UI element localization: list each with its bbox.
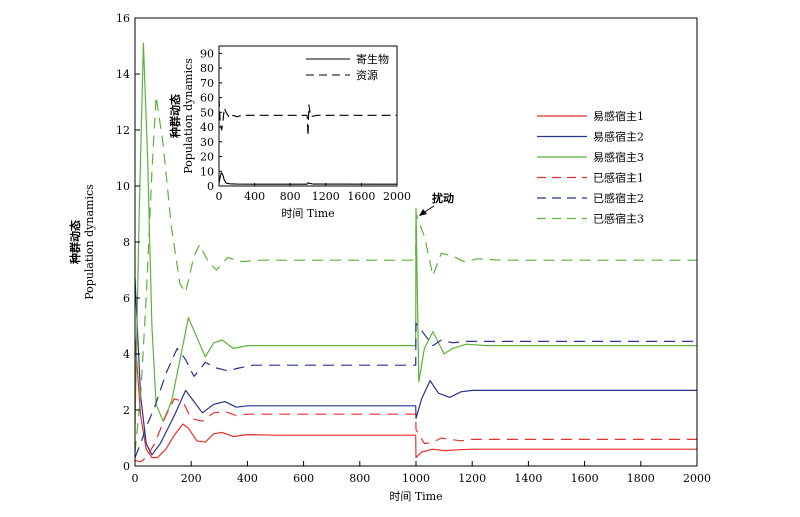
main-x-tick-label-8: 1600 bbox=[571, 472, 599, 485]
inset-x-tick-label-2: 800 bbox=[280, 190, 301, 203]
inset-y-tick-label-4: 40 bbox=[200, 121, 214, 134]
main-x-tick-label-5: 1000 bbox=[402, 472, 430, 485]
main-series-line-2 bbox=[134, 42, 697, 425]
main-x-tick-label-7: 1400 bbox=[514, 472, 542, 485]
inset-y-tick-label-0: 0 bbox=[207, 180, 214, 193]
main-x-tick-label-9: 1800 bbox=[627, 472, 655, 485]
main-y-axis: 0 2 4 6 8 10 12 14 16 bbox=[116, 12, 140, 473]
main-y-tick-label-1: 2 bbox=[123, 404, 130, 417]
main-x-tick-label-10: 2000 bbox=[683, 472, 711, 485]
main-chart: 0 200 400 600 800 1000 1200 1400 1600 1800 2000 02… bbox=[68, 12, 711, 503]
main-x-axis-label: 时间 Time bbox=[389, 490, 442, 503]
main-x-tick-label-4: 800 bbox=[349, 472, 370, 485]
main-y-tick-label-8: 16 bbox=[116, 12, 130, 25]
inset-x-tick-label-3: 1200 bbox=[312, 190, 340, 203]
inset-y-tick-label-5: 50 bbox=[200, 106, 214, 119]
main-series-line-5 bbox=[134, 95, 697, 453]
main-series-line-0 bbox=[134, 337, 697, 459]
inset-y-tick-label-7: 70 bbox=[200, 77, 214, 90]
main-x-tick-label-1: 200 bbox=[181, 472, 202, 485]
inset-y-tick-label-6: 60 bbox=[200, 92, 214, 105]
inset-legend-label-0: 寄生物 bbox=[356, 52, 389, 66]
inset-x-tick-label-1: 400 bbox=[244, 190, 265, 203]
main-legend-label-1: 易感宿主2 bbox=[593, 130, 644, 144]
main-series-group bbox=[134, 42, 697, 463]
main-legend-label-2: 易感宿主3 bbox=[593, 150, 644, 164]
inset-series-line-0 bbox=[218, 172, 398, 185]
main-x-tick-label-0: 0 bbox=[132, 472, 139, 485]
main-y-tick-label-3: 6 bbox=[123, 292, 130, 305]
main-y-tick-label-6: 12 bbox=[116, 124, 130, 137]
inset-y-axis-label-cn: 种群动态 bbox=[168, 94, 182, 139]
inset-y-axis-label-en: Population dynamics bbox=[182, 58, 195, 174]
inset-y-tick-label-3: 30 bbox=[200, 136, 214, 149]
main-legend-label-3: 已感宿主1 bbox=[593, 171, 644, 185]
disturbance-label: 扰动 bbox=[432, 191, 454, 205]
main-x-axis: 0 200 400 600 800 1000 1200 1400 1600 1800 2000 bbox=[132, 461, 711, 485]
main-y-axis-label-en: Population dynamics bbox=[83, 184, 96, 300]
inset-y-tick-label-9: 90 bbox=[200, 47, 214, 60]
inset-y-tick-label-1: 10 bbox=[200, 165, 214, 178]
main-x-tick-label-2: 400 bbox=[237, 472, 258, 485]
inset-plot-frame bbox=[218, 45, 398, 187]
main-y-tick-label-7: 14 bbox=[116, 68, 130, 81]
inset-x-axis-label: 时间 Time bbox=[281, 207, 334, 220]
main-x-tick-label-3: 600 bbox=[293, 472, 314, 485]
inset-x-tick-label-4: 1600 bbox=[347, 190, 375, 203]
main-y-tick-label-4: 8 bbox=[123, 236, 130, 249]
inset-background bbox=[219, 46, 397, 186]
main-y-axis-label-cn: 种群动态 bbox=[68, 220, 82, 265]
main-y-tick-label-5: 10 bbox=[116, 180, 130, 193]
inset-legend-label-1: 资源 bbox=[356, 68, 378, 82]
inset-series-line-1 bbox=[218, 97, 397, 137]
main-legend-label-0: 易感宿主1 bbox=[593, 109, 644, 123]
inset-x-tick-label-0: 0 bbox=[216, 190, 223, 203]
inset-y-tick-label-8: 80 bbox=[200, 62, 214, 75]
main-legend-label-4: 已感宿主2 bbox=[593, 191, 644, 205]
inset-series-group bbox=[218, 97, 398, 185]
main-x-tick-label-6: 1200 bbox=[458, 472, 486, 485]
main-legend-label-5: 已感宿主3 bbox=[593, 212, 644, 226]
inset-y-tick-label-2: 20 bbox=[200, 151, 214, 164]
main-legend: 易感宿主1 易感宿主2 易感宿主3 已感宿主1 已感宿主2 已感宿主3 bbox=[537, 109, 644, 226]
main-y-tick-label-2: 4 bbox=[123, 348, 130, 361]
main-series-line-3 bbox=[134, 398, 697, 463]
inset-x-axis: 0 400 800 1200 1600 2000 bbox=[216, 183, 411, 203]
inset-chart: 0 400 800 1200 1600 2000 0102030405060708090 … bbox=[168, 45, 411, 220]
main-series-line-1 bbox=[134, 278, 697, 456]
inset-x-tick-label-5: 2000 bbox=[383, 190, 411, 203]
disturbance-annotation: 扰动 bbox=[419, 191, 454, 216]
main-series-line-4 bbox=[134, 322, 697, 458]
disturbance-arrow-head bbox=[419, 209, 427, 216]
main-y-tick-label-0: 0 bbox=[123, 460, 130, 473]
